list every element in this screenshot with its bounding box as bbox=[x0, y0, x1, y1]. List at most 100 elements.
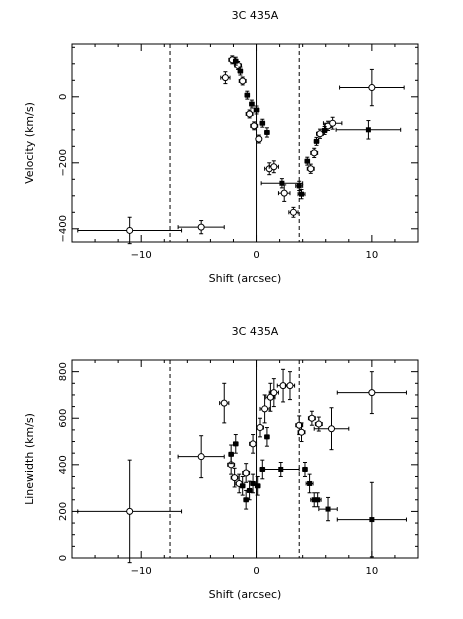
filled-square-marker bbox=[240, 483, 246, 489]
linewidth-chart-title: 3C 435A bbox=[232, 325, 279, 338]
linewidth-data-point bbox=[297, 422, 306, 443]
open-circle-marker bbox=[289, 208, 297, 216]
filled-square-marker bbox=[259, 120, 265, 126]
velocity-data-point bbox=[238, 76, 247, 86]
open-circle-marker bbox=[298, 428, 306, 436]
linewidth-data-point bbox=[336, 481, 407, 558]
open-circle-marker bbox=[295, 421, 303, 429]
open-circle-marker bbox=[280, 189, 288, 197]
open-circle-marker bbox=[126, 226, 134, 234]
velocity-data-point bbox=[295, 180, 304, 192]
open-circle-marker bbox=[310, 149, 318, 157]
filled-square-marker bbox=[249, 101, 255, 107]
linewidth-data-point bbox=[264, 427, 270, 447]
velocity-data-point bbox=[288, 206, 299, 218]
velocity-data-point bbox=[306, 163, 315, 174]
linewidth-ytick-label: 200 bbox=[58, 502, 69, 521]
open-circle-marker bbox=[249, 440, 257, 448]
filled-square-marker bbox=[255, 483, 261, 489]
linewidth-data-point bbox=[254, 475, 261, 496]
velocity-data-point bbox=[220, 71, 231, 85]
linewidth-data-point bbox=[302, 461, 308, 477]
linewidth-data-point bbox=[268, 378, 279, 408]
velocity-data-point bbox=[297, 189, 306, 200]
linewidth-xtick-label: 10 bbox=[365, 566, 378, 577]
linewidth-data-point bbox=[259, 394, 270, 424]
filled-square-marker bbox=[315, 497, 321, 503]
open-circle-marker bbox=[242, 469, 250, 477]
open-circle-marker bbox=[220, 399, 228, 407]
linewidth-ytick-label: 800 bbox=[58, 362, 69, 381]
open-circle-marker bbox=[197, 453, 205, 461]
open-circle-marker bbox=[270, 389, 278, 397]
open-circle-marker bbox=[316, 130, 324, 138]
velocity-data-point bbox=[310, 147, 319, 159]
open-circle-marker bbox=[239, 77, 247, 85]
linewidth-xtick-label: −10 bbox=[131, 566, 152, 577]
open-circle-marker bbox=[307, 165, 315, 173]
velocity-ytick-label: 0 bbox=[58, 94, 69, 100]
velocity-data-point bbox=[245, 109, 254, 119]
velocity-xtick-label: 0 bbox=[253, 250, 259, 261]
velocity-data-point bbox=[244, 90, 251, 100]
velocity-data-point bbox=[250, 121, 259, 131]
velocity-data-point bbox=[322, 116, 343, 130]
filled-square-marker bbox=[279, 180, 285, 186]
linewidth-data-point bbox=[295, 415, 304, 436]
velocity-reference-lines bbox=[169, 44, 300, 242]
linewidth-data-point bbox=[77, 459, 183, 564]
filled-square-marker bbox=[244, 92, 250, 98]
filled-square-marker bbox=[254, 107, 260, 113]
velocity-x-axis-label: Shift (arcsec) bbox=[209, 272, 282, 285]
velocity-xtick-label: −10 bbox=[131, 250, 152, 261]
linewidth-x-axis-label: Shift (arcsec) bbox=[209, 588, 282, 601]
velocity-data-point bbox=[260, 178, 304, 189]
linewidth-ytick-label: 600 bbox=[58, 409, 69, 428]
linewidth-data-point bbox=[219, 382, 230, 424]
linewidth-data-point bbox=[230, 467, 239, 488]
velocity-ytick-label: −200 bbox=[58, 149, 69, 176]
filled-square-marker bbox=[369, 517, 375, 523]
velocity-data-point bbox=[249, 99, 255, 109]
velocity-data-point bbox=[304, 156, 311, 166]
open-circle-marker bbox=[255, 135, 263, 143]
open-circle-marker bbox=[250, 122, 258, 130]
filled-square-marker bbox=[299, 191, 305, 197]
linewidth-y-axis-label: Linewidth (km/s) bbox=[23, 413, 36, 505]
velocity-data-point bbox=[177, 220, 225, 235]
velocity-data-point bbox=[237, 66, 244, 76]
velocity-chart-title: 3C 435A bbox=[232, 9, 279, 22]
filled-square-marker bbox=[278, 466, 284, 472]
linewidth-data-point bbox=[239, 475, 246, 496]
open-circle-marker bbox=[329, 119, 337, 127]
filled-square-marker bbox=[228, 451, 234, 457]
velocity-data-point bbox=[77, 216, 183, 245]
linewidth-ytick-label: 400 bbox=[58, 455, 69, 474]
filled-square-marker bbox=[250, 480, 256, 486]
filled-square-marker bbox=[322, 127, 328, 133]
linewidth-data-point bbox=[284, 371, 296, 401]
velocity-data-point bbox=[253, 105, 260, 115]
open-circle-marker bbox=[368, 389, 376, 397]
open-circle-marker bbox=[368, 84, 376, 92]
linewidth-xtick-label: 0 bbox=[253, 566, 259, 577]
velocity-data-point bbox=[313, 136, 320, 146]
filled-square-marker bbox=[264, 129, 270, 135]
linewidth-data-point bbox=[249, 434, 258, 454]
linewidth-data-point bbox=[313, 407, 350, 451]
velocity-plot-frame bbox=[71, 43, 419, 243]
filled-square-marker bbox=[237, 68, 243, 74]
linewidth-data-point bbox=[318, 496, 338, 522]
linewidth-data-point bbox=[177, 435, 225, 479]
open-circle-marker bbox=[315, 420, 323, 428]
filled-square-marker bbox=[314, 138, 320, 144]
filled-square-marker bbox=[307, 480, 313, 486]
filled-square-marker bbox=[243, 497, 249, 503]
open-circle-marker bbox=[221, 74, 229, 82]
velocity-data-point bbox=[321, 126, 328, 135]
linewidth-data-point bbox=[246, 480, 253, 501]
velocity-data-point bbox=[255, 134, 263, 144]
